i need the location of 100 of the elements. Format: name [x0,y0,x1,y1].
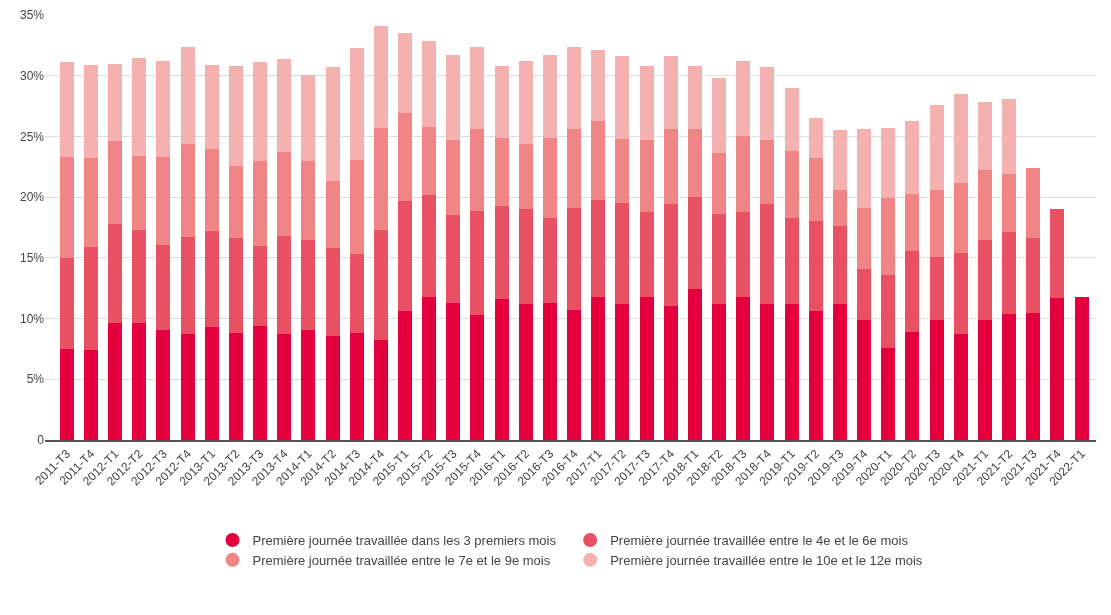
bar [349,333,364,440]
bar [397,311,412,440]
bar [59,257,74,349]
bar [808,221,823,312]
bar [953,334,968,440]
bar [591,296,606,440]
bar [204,148,219,232]
bar [881,127,896,199]
bar [615,304,630,440]
bar [542,217,557,303]
bar [760,204,775,304]
bar [784,151,799,218]
bar [422,126,437,195]
bar [832,226,847,304]
bar [156,244,171,330]
bar [325,67,340,182]
bar [615,138,630,204]
bar [228,66,243,166]
bar [760,304,775,440]
bar [1002,232,1017,314]
bar [857,268,872,320]
bar [663,204,678,307]
bar [953,182,968,253]
bar [325,335,340,440]
bar [808,118,823,159]
bar [736,211,751,297]
bar [518,304,533,440]
bar [349,159,364,255]
bar [929,256,944,320]
bar [373,25,388,128]
bar [567,129,582,209]
bar [59,348,74,440]
bar [204,327,219,440]
bar [857,129,872,209]
bar [83,350,98,440]
bar [567,46,582,130]
bar [446,55,461,141]
bar [301,239,316,330]
bar [929,104,944,190]
bar [712,78,727,154]
bar [567,208,582,311]
bar [204,231,219,328]
bar [59,62,74,158]
bar [301,160,316,240]
bar [422,194,437,297]
bar [301,329,316,440]
bar [1026,238,1041,313]
bar [977,319,992,440]
bar [832,189,847,227]
bar [132,323,147,440]
bar [832,304,847,440]
legend-label: Première journée travaillée entre le 7e et le 9e mois [252,552,551,568]
bar [639,140,654,212]
bar [760,140,775,205]
bar [253,62,268,161]
bar [736,296,751,440]
bar [180,46,195,144]
bar [397,113,412,201]
bar [518,61,533,144]
bar [349,254,364,334]
bar [470,210,485,315]
bar [808,311,823,440]
bar [591,120,606,200]
bar [494,66,509,138]
bar [494,299,509,440]
bar [615,56,630,139]
bar [470,129,485,211]
bar [422,296,437,440]
bar [373,127,388,230]
bar [832,130,847,190]
y-tick-label: 25% [19,129,45,144]
bar [663,306,678,440]
bar [687,289,702,440]
bar [687,197,702,290]
bar [156,329,171,440]
bar [977,102,992,171]
bar [1002,313,1017,440]
bar [663,56,678,130]
bar [712,304,727,440]
bar [349,47,364,160]
bar [446,215,461,303]
bar [615,203,630,304]
bar [180,237,195,335]
bar [518,209,533,304]
bar [108,141,123,224]
bar [1026,312,1041,440]
bar [518,143,533,210]
bar [808,158,823,222]
y-tick-label: 10% [19,311,45,326]
bar [132,57,147,156]
bar [881,347,896,440]
bar [857,319,872,440]
legend-label: Première journée travaillée entre le 4e et le 6e mois [610,533,909,549]
y-tick-label: 5% [26,372,45,387]
bar [325,181,340,249]
bar [542,302,557,440]
bar [277,58,292,153]
bar [1002,98,1017,175]
bar [977,170,992,240]
bar [277,152,292,236]
